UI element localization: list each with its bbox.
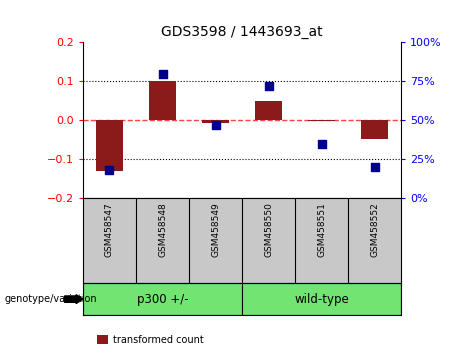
Bar: [242, 283, 401, 315]
Bar: [96, 120, 123, 171]
Point: [212, 122, 219, 128]
Text: GSM458550: GSM458550: [264, 202, 273, 257]
Point: [318, 141, 325, 147]
Point: [106, 167, 113, 173]
Bar: [361, 120, 388, 139]
Text: GSM458547: GSM458547: [105, 202, 114, 257]
Bar: [202, 120, 229, 124]
Bar: [308, 120, 335, 121]
Text: transformed count: transformed count: [113, 335, 204, 345]
Bar: [83, 283, 242, 315]
Title: GDS3598 / 1443693_at: GDS3598 / 1443693_at: [161, 25, 323, 39]
Text: GSM458552: GSM458552: [370, 202, 379, 257]
Text: GSM458551: GSM458551: [317, 202, 326, 257]
Text: genotype/variation: genotype/variation: [5, 294, 97, 304]
Point: [371, 164, 378, 170]
Point: [159, 71, 166, 76]
Text: p300 +/-: p300 +/-: [137, 293, 188, 306]
Bar: [149, 81, 176, 120]
Bar: [255, 101, 282, 120]
Text: GSM458548: GSM458548: [158, 202, 167, 257]
Text: wild-type: wild-type: [294, 293, 349, 306]
Point: [265, 83, 272, 89]
Text: GSM458549: GSM458549: [211, 202, 220, 257]
